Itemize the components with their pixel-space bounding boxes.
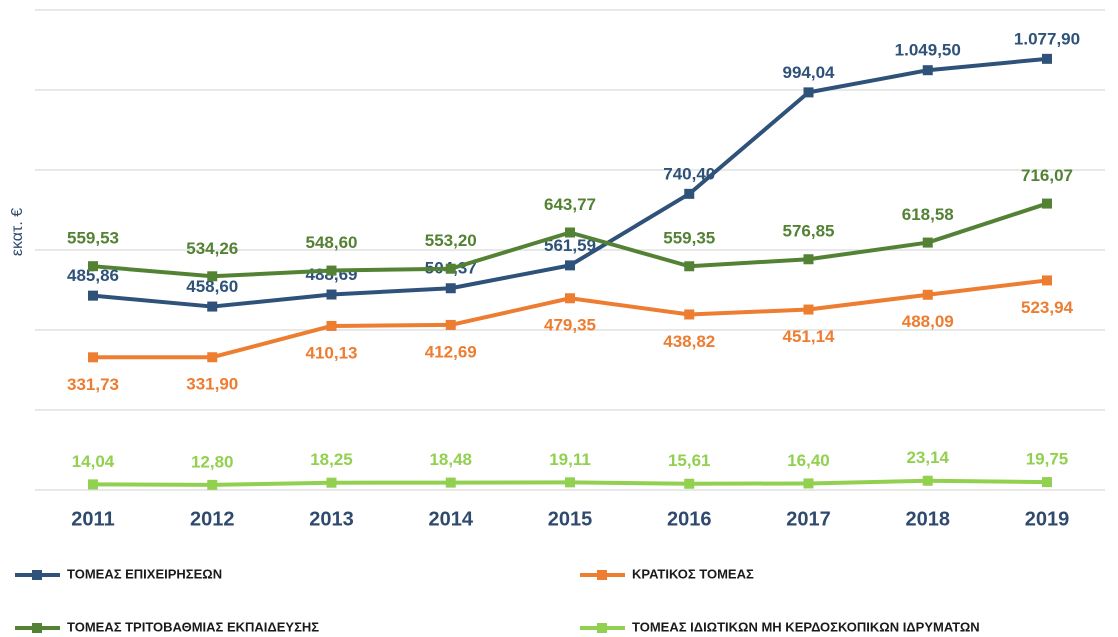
legend-marker xyxy=(597,570,607,580)
x-tick-label: 2013 xyxy=(309,508,354,530)
x-tick-label: 2019 xyxy=(1025,508,1070,530)
point-marker xyxy=(88,352,98,363)
point-marker xyxy=(684,188,695,199)
x-tick-label: 2015 xyxy=(548,508,593,530)
point-marker xyxy=(326,265,337,276)
data-label: 716,07 xyxy=(1021,166,1073,185)
legend-label: ΚΡΑΤΙΚΟΣ ΤΟΜΕΑΣ xyxy=(632,566,754,581)
point-marker xyxy=(1042,275,1052,286)
data-label: 534,26 xyxy=(186,239,238,258)
data-label: 643,77 xyxy=(544,195,596,214)
data-label: 451,14 xyxy=(783,327,836,346)
legend-marker xyxy=(597,623,607,633)
data-label: 18,48 xyxy=(429,450,472,469)
data-label: 1.077,90 xyxy=(1014,29,1080,48)
point-marker xyxy=(922,289,933,300)
point-marker xyxy=(565,477,575,488)
legend-marker xyxy=(32,623,42,633)
point-marker xyxy=(1042,477,1052,488)
point-marker xyxy=(1042,53,1052,64)
point-marker xyxy=(445,263,456,274)
data-label: 994,04 xyxy=(783,63,836,82)
point-marker xyxy=(565,227,575,238)
point-marker xyxy=(922,65,933,76)
legend-label: ΤΟΜΕΑΣ ΕΠΙΧΕΙΡΗΣΕΩΝ xyxy=(67,566,222,581)
data-label: 410,13 xyxy=(306,343,358,362)
data-label: 740,40 xyxy=(663,164,715,183)
point-marker xyxy=(803,478,814,489)
data-label: 438,82 xyxy=(663,332,715,351)
data-label: 23,14 xyxy=(906,448,949,467)
data-label: 488,09 xyxy=(902,312,954,331)
point-marker xyxy=(922,237,933,248)
data-label: 561,59 xyxy=(544,236,596,255)
point-marker xyxy=(803,304,814,315)
point-marker xyxy=(565,260,575,271)
legend-marker xyxy=(32,570,42,580)
x-tick-label: 2017 xyxy=(786,508,831,530)
legend-label: ΤΟΜΕΑΣ ΤΡΙΤΟΒΑΘΜΙΑΣ ΕΚΠΑΙΔΕΥΣΗΣ xyxy=(67,619,319,634)
point-marker xyxy=(922,475,933,486)
point-marker xyxy=(207,479,218,490)
data-label: 523,94 xyxy=(1021,298,1074,317)
data-label: 331,90 xyxy=(186,375,238,394)
point-marker xyxy=(88,261,98,272)
data-label: 18,25 xyxy=(310,450,353,469)
point-marker xyxy=(207,271,218,282)
data-label: 559,35 xyxy=(663,229,715,248)
point-marker xyxy=(326,477,337,488)
y-axis-label: εκατ. € xyxy=(9,208,26,256)
point-marker xyxy=(326,320,337,331)
data-label: 331,73 xyxy=(67,375,119,394)
point-marker xyxy=(207,301,218,312)
data-label: 412,69 xyxy=(425,342,477,361)
point-marker xyxy=(565,293,575,304)
x-tick-label: 2016 xyxy=(667,508,712,530)
point-marker xyxy=(1042,198,1052,209)
data-label: 553,20 xyxy=(425,231,477,250)
data-label: 19,75 xyxy=(1026,450,1069,469)
point-marker xyxy=(326,289,337,300)
data-label: 1.049,50 xyxy=(895,41,961,60)
x-tick-label: 2011 xyxy=(71,508,114,530)
x-tick-label: 2018 xyxy=(906,508,951,530)
data-label: 15,61 xyxy=(668,451,711,470)
point-marker xyxy=(803,254,814,265)
point-marker xyxy=(207,352,218,363)
data-label: 19,11 xyxy=(549,450,591,469)
x-tick-label: 2014 xyxy=(429,508,474,530)
legend-label: ΤΟΜΕΑΣ ΙΔΙΩΤΙΚΩΝ ΜΗ ΚΕΡΔΟΣΚΟΠΙΚΩΝ ΙΔΡΥΜΑ… xyxy=(632,619,980,634)
point-marker xyxy=(684,478,695,489)
x-tick-label: 2012 xyxy=(190,508,235,530)
point-marker xyxy=(445,283,456,294)
data-label: 16,40 xyxy=(787,451,830,470)
data-label: 576,85 xyxy=(783,222,835,241)
data-label: 12,80 xyxy=(191,452,234,471)
data-label: 479,35 xyxy=(544,316,596,335)
data-label: 559,53 xyxy=(67,229,119,248)
data-label: 548,60 xyxy=(306,233,358,252)
point-marker xyxy=(445,477,456,488)
point-marker xyxy=(445,319,456,330)
data-label: 458,60 xyxy=(186,277,238,296)
point-marker xyxy=(803,87,814,98)
point-marker xyxy=(684,309,695,320)
data-label: 14,04 xyxy=(72,452,115,471)
data-label: 618,58 xyxy=(902,205,954,224)
point-marker xyxy=(684,261,695,272)
point-marker xyxy=(88,479,98,490)
point-marker xyxy=(88,290,98,301)
data-label: 485,86 xyxy=(67,266,119,285)
